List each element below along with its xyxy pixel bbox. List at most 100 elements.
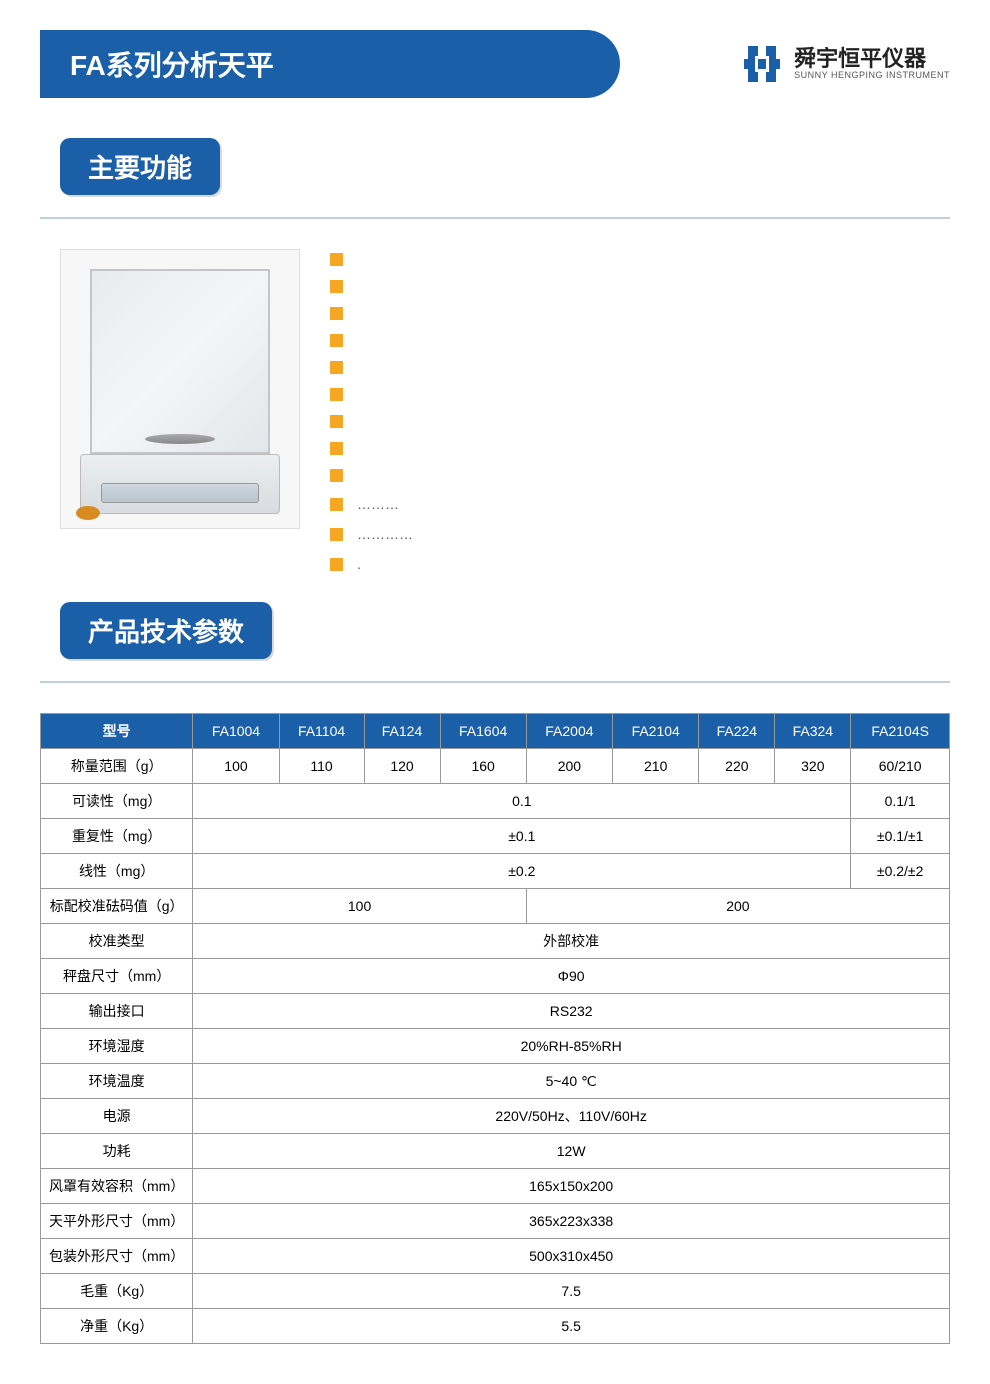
bullet-square-icon [330,498,343,511]
cell: 210 [613,749,699,784]
cell: 160 [440,749,526,784]
table-row: 可读性（mg）0.10.1/1 [41,784,950,819]
cell: RS232 [193,994,950,1029]
feature-bullet [330,334,950,347]
feature-bullet: . [330,556,950,572]
bullet-text: ………… [357,526,413,542]
cell: 5.5 [193,1309,950,1344]
table-row: 包装外形尺寸（mm）500x310x450 [41,1239,950,1274]
row-label: 线性（mg） [41,854,193,889]
table-row: 秤盘尺寸（mm）Φ90 [41,959,950,994]
cell: 60/210 [851,749,950,784]
table-row: 线性（mg）±0.2±0.2/±2 [41,854,950,889]
cell: 120 [364,749,440,784]
feature-bullet [330,388,950,401]
table-row: 功耗12W [41,1134,950,1169]
row-label: 秤盘尺寸（mm） [41,959,193,994]
bullet-text: . [357,556,361,572]
bullet-square-icon [330,415,343,428]
logo-cn: 舜宇恒平仪器 [794,47,950,71]
cell: ±0.1/±1 [851,819,950,854]
feature-bullet: ……… [330,496,950,512]
row-label: 可读性（mg） [41,784,193,819]
page-header: FA系列分析天平 舜宇恒平仪器 SUNNY HENGPING INSTRUMEN… [0,0,990,118]
cell: 0.1 [193,784,851,819]
row-label: 毛重（Kg） [41,1274,193,1309]
table-row: 标配校准砝码值（g）100200 [41,889,950,924]
table-row: 风罩有效容积（mm）165x150x200 [41,1169,950,1204]
feature-bullet [330,469,950,482]
row-label: 环境温度 [41,1064,193,1099]
row-label: 风罩有效容积（mm） [41,1169,193,1204]
table-row: 校准类型外部校准 [41,924,950,959]
table-row: 天平外形尺寸（mm）365x223x338 [41,1204,950,1239]
row-label: 输出接口 [41,994,193,1029]
table-row: 重复性（mg）±0.1±0.1/±1 [41,819,950,854]
bullet-square-icon [330,388,343,401]
cell: 320 [775,749,851,784]
cell: 0.1/1 [851,784,950,819]
table-row: 毛重（Kg）7.5 [41,1274,950,1309]
bullet-square-icon [330,253,343,266]
feature-bullet [330,253,950,266]
cell: 220 [699,749,775,784]
cell: 165x150x200 [193,1169,950,1204]
product-image [60,249,300,529]
cell: 500x310x450 [193,1239,950,1274]
cell: 100 [193,749,279,784]
table-row: 净重（Kg）5.5 [41,1309,950,1344]
feature-bullet-list: …………………. [330,249,950,572]
bullet-square-icon [330,361,343,374]
cell: 7.5 [193,1274,950,1309]
row-label: 标配校准砝码值（g） [41,889,193,924]
table-row: 环境温度5~40 ℃ [41,1064,950,1099]
row-label: 环境湿度 [41,1029,193,1064]
cell: ±0.2/±2 [851,854,950,889]
row-label: 净重（Kg） [41,1309,193,1344]
cell: 220V/50Hz、110V/60Hz [193,1099,950,1134]
cell: ±0.1 [193,819,851,854]
table-row: 环境湿度20%RH-85%RH [41,1029,950,1064]
row-label: 包装外形尺寸（mm） [41,1239,193,1274]
cell: 200 [526,889,949,924]
divider [40,217,950,219]
col-model: FA124 [364,714,440,749]
feature-bullet: ………… [330,526,950,542]
bullet-square-icon [330,528,343,541]
spec-table-wrap: 型号FA1004FA1104FA124FA1604FA2004FA2104FA2… [0,713,990,1384]
bullet-square-icon [330,307,343,320]
brand-logo: 舜宇恒平仪器 SUNNY HENGPING INSTRUMENT [740,42,950,86]
feature-bullet [330,280,950,293]
feature-bullet [330,442,950,455]
col-model: FA2104 [613,714,699,749]
col-model: FA2104S [851,714,950,749]
cell: Φ90 [193,959,950,994]
spec-table: 型号FA1004FA1104FA124FA1604FA2004FA2104FA2… [40,713,950,1344]
divider [40,681,950,683]
cell: 100 [193,889,526,924]
col-model: FA2004 [526,714,612,749]
cell: 外部校准 [193,924,950,959]
feature-bullet [330,307,950,320]
bullet-square-icon [330,442,343,455]
feature-bullet [330,415,950,428]
cell: 110 [279,749,364,784]
specs-heading: 产品技术参数 [60,602,272,659]
bullet-square-icon [330,334,343,347]
logo-text: 舜宇恒平仪器 SUNNY HENGPING INSTRUMENT [794,47,950,81]
cell: 20%RH-85%RH [193,1029,950,1064]
bullet-text: ……… [357,496,399,512]
bullet-square-icon [330,558,343,571]
features-heading: 主要功能 [60,138,220,195]
row-label: 天平外形尺寸（mm） [41,1204,193,1239]
row-label: 重复性（mg） [41,819,193,854]
row-label: 称量范围（g） [41,749,193,784]
row-label: 功耗 [41,1134,193,1169]
col-model: FA224 [699,714,775,749]
features-section: …………………. [0,249,990,582]
logo-en: SUNNY HENGPING INSTRUMENT [794,71,950,81]
cell: ±0.2 [193,854,851,889]
col-model: FA1004 [193,714,279,749]
row-label: 电源 [41,1099,193,1134]
row-label: 校准类型 [41,924,193,959]
